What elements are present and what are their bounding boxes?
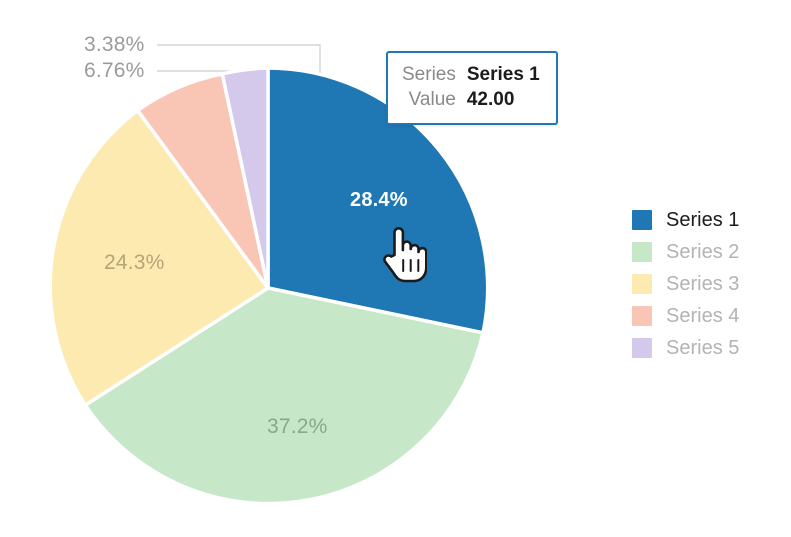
tooltip-table: Series Series 1 Value 42.00 (402, 62, 540, 112)
legend: Series 1 Series 2 Series 3 Series 4 Seri… (632, 209, 739, 359)
pie-slice-series-3[interactable] (48, 108, 270, 407)
legend-item-series-2[interactable]: Series 2 (632, 241, 739, 263)
legend-item-series-5[interactable]: Series 5 (632, 337, 739, 359)
leader-line-series-5 (157, 44, 321, 82)
legend-swatch-icon (632, 274, 652, 294)
legend-swatch-icon (632, 306, 652, 326)
pie-slice-series-5[interactable] (220, 66, 270, 290)
tooltip-row: Series Series 1 (402, 62, 540, 87)
legend-label: Series 3 (666, 273, 740, 295)
legend-swatch-icon (632, 338, 652, 358)
legend-label: Series 5 (666, 337, 740, 359)
tooltip-row: Value 42.00 (402, 87, 540, 112)
pie-slices (48, 66, 490, 506)
legend-swatch-icon (632, 242, 652, 262)
tooltip-value-series: Series 1 (466, 64, 540, 85)
legend-item-series-3[interactable]: Series 3 (632, 273, 739, 295)
legend-swatch-icon (632, 210, 652, 230)
legend-item-series-1[interactable]: Series 1 (632, 209, 739, 231)
tooltip-key-series: Series (402, 64, 456, 85)
tooltip-key-value: Value (408, 89, 456, 110)
tooltip-value-value: 42.00 (466, 89, 515, 110)
legend-label: Series 4 (666, 305, 740, 327)
legend-label: Series 2 (666, 241, 740, 263)
tooltip: Series Series 1 Value 42.00 (386, 51, 558, 125)
legend-item-series-4[interactable]: Series 4 (632, 305, 739, 327)
legend-label: Series 1 (666, 209, 740, 231)
pie-slice-series-1[interactable] (266, 66, 490, 335)
